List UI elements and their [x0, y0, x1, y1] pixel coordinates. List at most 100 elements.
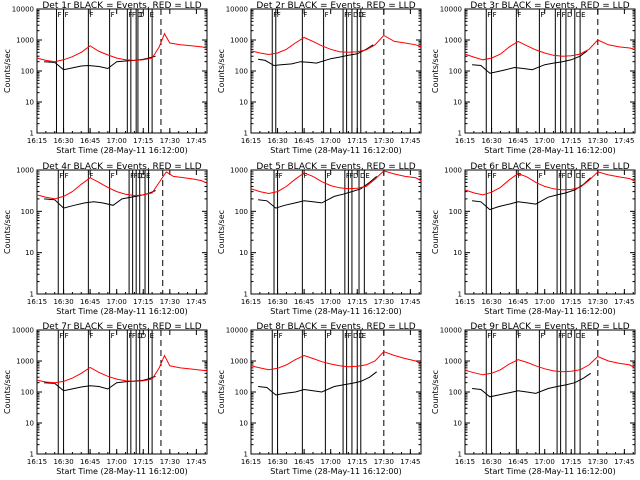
y-tick-label: 100	[21, 68, 34, 76]
x-tick-label: 17:30	[160, 458, 180, 466]
x-tick-label: 16:45	[508, 298, 528, 306]
x-tick-label: 17:30	[374, 298, 394, 306]
flag-label: F	[89, 332, 93, 340]
y-axis-label: Counts/sec	[217, 49, 226, 93]
events-series-line	[472, 372, 591, 398]
x-tick-label: 17:30	[160, 298, 180, 306]
flag-label: F	[128, 11, 132, 19]
flag-label: F	[273, 11, 277, 19]
y-tick-label: 1	[244, 291, 248, 299]
x-tick-label: 16:15	[27, 298, 47, 306]
flag-label: E	[362, 332, 366, 340]
flag-label: F	[539, 172, 543, 180]
x-axis-label: Start Time (28-May-11 16:12:00)	[484, 307, 615, 316]
x-tick-label: 17:00	[321, 458, 341, 466]
x-tick-label: 16:15	[27, 458, 47, 466]
flag-label: F	[89, 172, 93, 180]
x-tick-label: 16:45	[294, 298, 314, 306]
x-tick-label: 17:30	[160, 137, 180, 145]
x-tick-label: 17:00	[535, 458, 555, 466]
x-tick-label: 16:15	[455, 458, 475, 466]
x-axis-label: Start Time (28-May-11 16:12:00)	[484, 146, 615, 155]
y-tick-label: 100	[21, 208, 34, 216]
lld-series-line	[250, 351, 422, 371]
flag-label: F	[558, 332, 562, 340]
y-tick-label: 1000	[444, 358, 462, 366]
flag-label: D	[353, 332, 358, 340]
x-tick-label: 16:15	[455, 298, 475, 306]
panel-title: Det 3r BLACK = Events, RED = LLD	[470, 1, 629, 11]
x-tick-label: 16:30	[267, 137, 287, 145]
flag-label: F	[279, 172, 283, 180]
y-tick-label: 100	[21, 389, 34, 397]
y-tick-label: 10	[25, 249, 34, 257]
flag-label: E	[146, 172, 150, 180]
panel-title: Det 5r BLACK = Events, RED = LLD	[256, 162, 415, 172]
flag-label: F	[111, 332, 115, 340]
lld-series-line	[36, 171, 208, 200]
x-tick-label: 17:15	[561, 298, 581, 306]
y-tick-label: 1000	[230, 167, 248, 175]
plot-frame	[36, 329, 208, 455]
lld-series-line	[464, 355, 636, 376]
flag-label: D	[567, 332, 572, 340]
x-tick-label: 17:15	[347, 298, 367, 306]
x-axis-label: Start Time (28-May-11 16:12:00)	[56, 146, 187, 155]
x-tick-label: 16:15	[241, 137, 261, 145]
plot-frame	[464, 329, 636, 455]
panel-title: Det 9r BLACK = Events, RED = LLD	[470, 322, 629, 332]
y-tick-label: 10	[239, 249, 248, 257]
x-tick-label: 16:30	[267, 458, 287, 466]
flag-label: F	[326, 172, 330, 180]
lld-series-line	[464, 39, 636, 61]
flag-label: F	[111, 11, 115, 19]
flag-label: F	[562, 11, 566, 19]
x-tick-label: 17:15	[347, 458, 367, 466]
x-tick-label: 17:30	[374, 458, 394, 466]
x-tick-label: 17:15	[561, 458, 581, 466]
plot-frame	[250, 329, 422, 455]
x-tick-label: 17:45	[186, 458, 206, 466]
flag-label: F	[344, 11, 348, 19]
y-tick-label: 100	[235, 389, 248, 397]
x-axis-label: Start Time (28-May-11 16:12:00)	[484, 467, 615, 476]
x-tick-label: 17:00	[535, 137, 555, 145]
x-tick-label: 16:45	[508, 137, 528, 145]
x-tick-label: 16:30	[53, 298, 73, 306]
x-axis-label: Start Time (28-May-11 16:12:00)	[270, 307, 401, 316]
flag-label: F	[517, 172, 521, 180]
x-tick-label: 16:30	[53, 137, 73, 145]
lld-series-line	[36, 354, 208, 384]
x-tick-label: 17:30	[588, 137, 608, 145]
flag-label: F	[493, 332, 497, 340]
y-tick-label: 10	[453, 420, 462, 428]
lld-series-line	[36, 32, 208, 63]
x-tick-label: 17:30	[588, 298, 608, 306]
flag-label: E	[150, 332, 154, 340]
events-series-line	[472, 50, 588, 74]
flag-label: E	[362, 11, 366, 19]
x-tick-label: 16:30	[481, 298, 501, 306]
flag-label: F	[275, 172, 279, 180]
plot-frame	[250, 169, 422, 295]
x-tick-label: 16:15	[27, 137, 47, 145]
y-tick-label: 1000	[16, 358, 34, 366]
y-axis-label: Counts/sec	[431, 49, 440, 93]
x-tick-label: 16:30	[267, 298, 287, 306]
detector-panel: Det 6r BLACK = Events, RED = LLD 16:15 16:…	[431, 162, 636, 316]
y-axis-label: Counts/sec	[431, 210, 440, 254]
events-series-line	[472, 177, 592, 211]
y-tick-label: 1000	[16, 167, 34, 175]
x-tick-label: 17:00	[535, 298, 555, 306]
flag-label: F	[59, 172, 63, 180]
detector-panel: Det 2r BLACK = Events, RED = LLD 16:15 16:…	[217, 1, 422, 155]
y-axis-label: Counts/sec	[3, 210, 12, 254]
x-tick-label: 17:45	[614, 298, 634, 306]
y-tick-label: 100	[449, 208, 462, 216]
events-series-line	[44, 190, 156, 209]
y-tick-label: 1	[30, 291, 34, 299]
flag-label: F	[128, 332, 132, 340]
x-tick-label: 17:00	[107, 298, 127, 306]
flag-label: F	[111, 172, 115, 180]
y-tick-label: 1000	[444, 167, 462, 175]
